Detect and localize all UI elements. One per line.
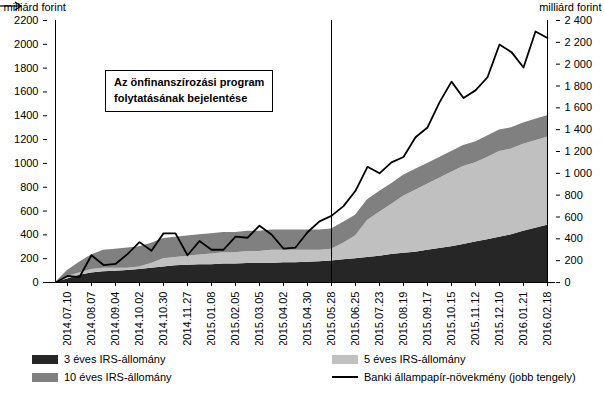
svg-text:2 200: 2 200 xyxy=(565,36,593,48)
svg-text:2015.06.25: 2015.06.25 xyxy=(349,292,361,346)
svg-text:2015.12.10: 2015.12.10 xyxy=(493,292,505,346)
svg-text:200: 200 xyxy=(20,252,38,264)
svg-text:2000: 2000 xyxy=(14,38,38,50)
svg-text:1200: 1200 xyxy=(14,133,38,145)
svg-text:2015.02.05: 2015.02.05 xyxy=(229,292,241,346)
svg-text:0: 0 xyxy=(565,276,571,288)
svg-text:2 400: 2 400 xyxy=(565,14,593,26)
svg-text:1 400: 1 400 xyxy=(565,123,593,135)
html-text:3 éves IRS-állomány: 3 éves IRS-állomány xyxy=(64,353,166,365)
svg-text:2015.11.12: 2015.11.12 xyxy=(469,292,481,346)
svg-text:2014.11.27: 2014.11.27 xyxy=(181,292,193,346)
svg-text:1 200: 1 200 xyxy=(565,145,593,157)
svg-text:2200: 2200 xyxy=(14,14,38,26)
svg-text:2 000: 2 000 xyxy=(565,58,593,70)
html-text:5 éves IRS-állomány: 5 éves IRS-állomány xyxy=(364,353,466,365)
svg-text:800: 800 xyxy=(20,181,38,193)
html-text:10 éves IRS-állomány: 10 éves IRS-állomány xyxy=(64,371,172,383)
svg-text:2015.10.15: 2015.10.15 xyxy=(445,292,457,346)
svg-text:milliárd forint: milliárd forint xyxy=(539,1,601,13)
svg-text:200: 200 xyxy=(565,254,583,266)
svg-text:1 600: 1 600 xyxy=(565,101,593,113)
svg-text:1600: 1600 xyxy=(14,85,38,97)
svg-text:1 000: 1 000 xyxy=(565,167,593,179)
svg-text:2015.07.23: 2015.07.23 xyxy=(373,292,385,346)
svg-text:2014.07.10: 2014.07.10 xyxy=(61,292,73,346)
svg-text:1800: 1800 xyxy=(14,62,38,74)
svg-text:2014.10.02: 2014.10.02 xyxy=(133,292,145,346)
svg-text:2014.08.07: 2014.08.07 xyxy=(85,292,97,346)
svg-text:2015.04.30: 2015.04.30 xyxy=(301,292,313,346)
svg-text:400: 400 xyxy=(565,232,583,244)
svg-text:0: 0 xyxy=(32,276,38,288)
html-text:folytatásának bejelentése: folytatásának bejelentése xyxy=(114,91,248,104)
svg-text:800: 800 xyxy=(565,189,583,201)
svg-text:2015.03.05: 2015.03.05 xyxy=(253,292,265,346)
svg-text:600: 600 xyxy=(20,205,38,217)
svg-text:milliárd forint: milliárd forint xyxy=(4,1,66,13)
svg-text:2015.01.08: 2015.01.08 xyxy=(205,292,217,346)
svg-text:2014.09.04: 2014.09.04 xyxy=(109,292,121,346)
html-text:Banki állampapír-növekmény (jo: Banki állampapír-növekmény (jobb tengely… xyxy=(364,371,576,383)
svg-text:400: 400 xyxy=(20,228,38,240)
svg-text:2014.10.30: 2014.10.30 xyxy=(157,292,169,346)
svg-text:2015.08.19: 2015.08.19 xyxy=(397,292,409,346)
svg-text:2015.05.28: 2015.05.28 xyxy=(325,292,337,346)
svg-text:600: 600 xyxy=(565,211,583,223)
svg-text:1 800: 1 800 xyxy=(565,80,593,92)
svg-text:1000: 1000 xyxy=(14,157,38,169)
svg-text:2016.01.21: 2016.01.21 xyxy=(517,292,529,346)
svg-text:2015.04.02: 2015.04.02 xyxy=(277,292,289,346)
svg-text:2016.02.18: 2016.02.18 xyxy=(541,292,553,346)
svg-text:1400: 1400 xyxy=(14,109,38,121)
svg-text:2015.09.17: 2015.09.17 xyxy=(421,292,433,346)
html-text:Az önfinanszírozási program: Az önfinanszírozási program xyxy=(114,76,265,88)
